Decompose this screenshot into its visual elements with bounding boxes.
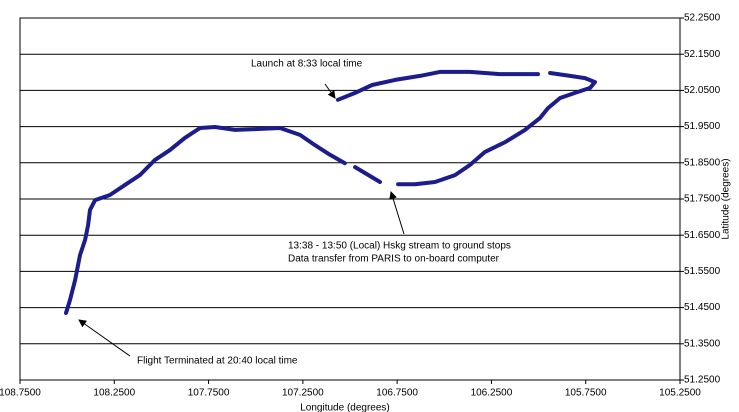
y-tick-label: 51.2500 xyxy=(684,375,721,386)
annotation-arrow xyxy=(389,191,405,235)
y-tick-label: 51.6500 xyxy=(684,230,721,241)
y-tick-label: 51.3500 xyxy=(684,338,721,349)
annotation-arrow xyxy=(324,83,336,99)
y-tick-label: 51.9500 xyxy=(684,121,721,132)
y-tick-label: 52.1500 xyxy=(684,49,721,60)
y-tick-label: 51.4500 xyxy=(684,302,721,313)
y-tick-label: 51.5500 xyxy=(684,266,721,277)
y-tick-label: 51.8500 xyxy=(684,157,721,168)
annotation-arrow xyxy=(78,319,131,357)
x-axis-title: Longitude (degrees) xyxy=(300,403,390,412)
track-line xyxy=(64,69,597,315)
annotation: Flight Terminated at 20:40 local time xyxy=(137,356,298,367)
annotation: Data transfer from PARIS to on-board com… xyxy=(288,254,500,265)
x-tick-label: 108.7500 xyxy=(0,388,41,399)
y-axis-title: Latitude (degrees) xyxy=(721,158,732,239)
x-tick-label: 105.7500 xyxy=(565,388,607,399)
x-tick-label: 106.7500 xyxy=(376,388,418,399)
y-tick-label: 52.0500 xyxy=(684,85,721,96)
y-tick-label: 51.7500 xyxy=(684,194,721,205)
x-tick-label: 107.2500 xyxy=(282,388,324,399)
x-tick-label: 107.7500 xyxy=(188,388,230,399)
x-tick-label: 105.2500 xyxy=(659,388,701,399)
y-tick-label: 52.2500 xyxy=(684,13,721,24)
x-tick-label: 106.2500 xyxy=(471,388,513,399)
annotation: 13:38 - 13:50 (Local) Hskg stream to gro… xyxy=(288,241,511,252)
annotation: Launch at 8:33 local time xyxy=(251,59,363,70)
x-tick-label: 108.2500 xyxy=(93,388,135,399)
